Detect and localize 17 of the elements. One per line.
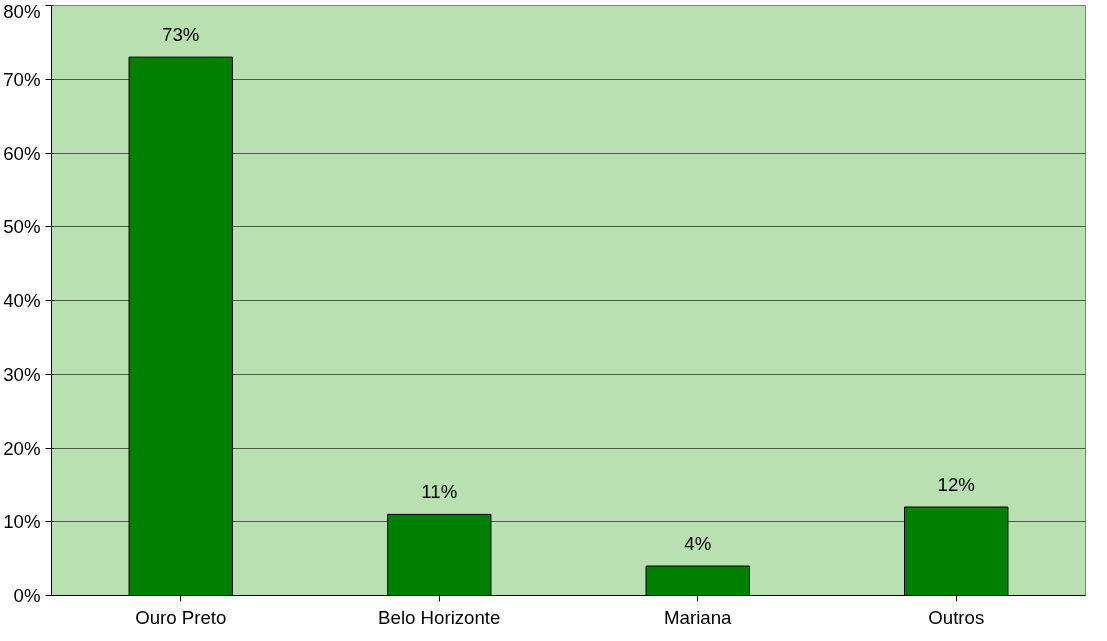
- y-tick-label: 70%: [3, 68, 41, 90]
- data-label: 12%: [937, 474, 975, 495]
- y-tick-label: 0%: [13, 585, 41, 606]
- y-tick-label: 30%: [3, 363, 41, 385]
- data-label: 4%: [684, 533, 712, 554]
- y-tick-label: 20%: [3, 437, 41, 459]
- y-tick-label: 50%: [3, 216, 41, 238]
- y-tick-label: 60%: [3, 142, 41, 164]
- y-tick-label: 80%: [3, 0, 41, 22]
- y-tick-label: 40%: [3, 290, 41, 311]
- x-tick-label: Belo Horizonte: [378, 606, 501, 628]
- x-tick-label: Mariana: [664, 606, 733, 628]
- x-tick-label: Ouro Preto: [135, 606, 227, 628]
- data-label: 11%: [421, 481, 458, 503]
- data-label: 73%: [162, 24, 200, 46]
- y-tick-label: 10%: [3, 511, 41, 533]
- x-tick-label: Outros: [928, 606, 985, 628]
